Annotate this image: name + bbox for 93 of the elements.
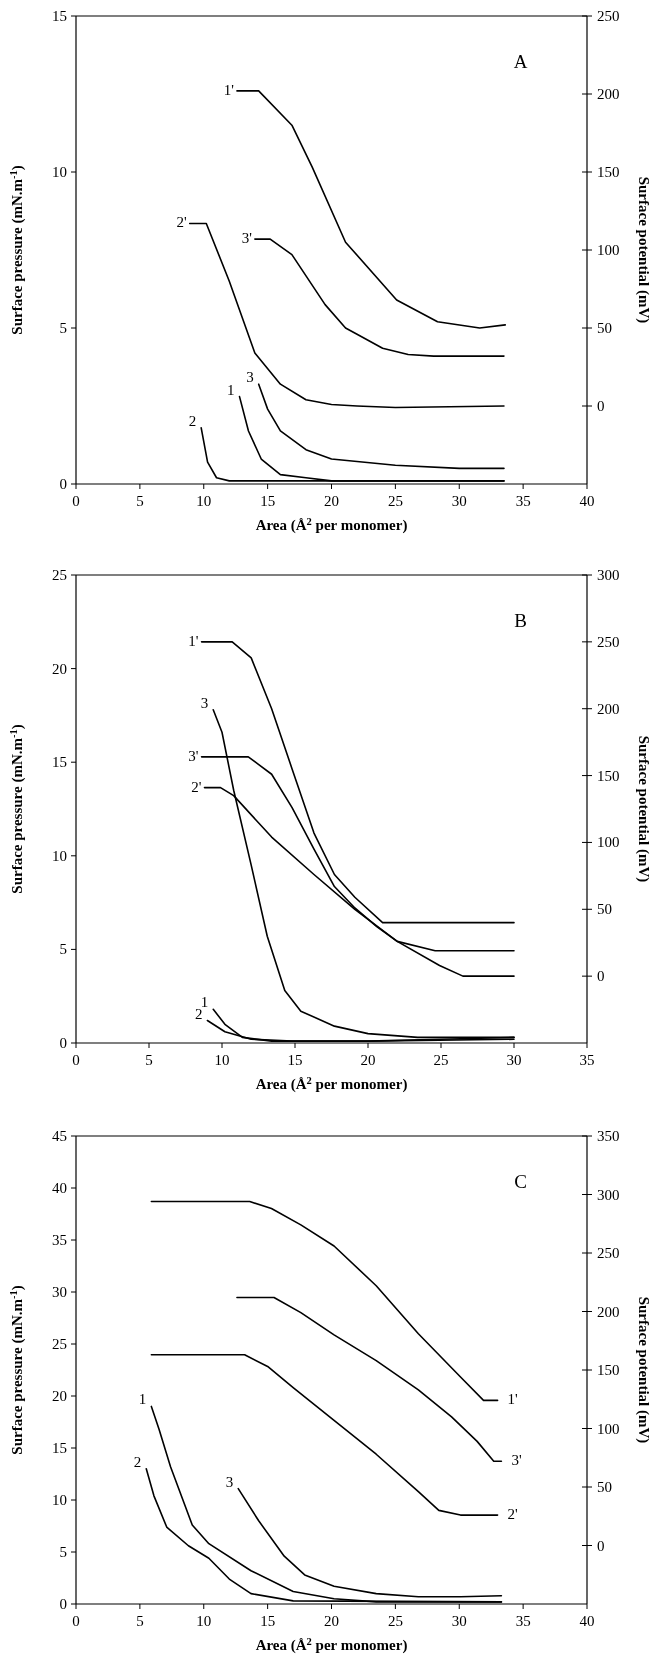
series-label: 1	[227, 381, 235, 398]
series-label: 3'	[188, 747, 199, 764]
series-label: 2'	[507, 1506, 519, 1523]
series-label: 3'	[241, 230, 253, 247]
series-label: 1	[138, 1391, 147, 1408]
y-tick-label: 25	[52, 1336, 67, 1352]
x-tick-label: 10	[214, 1052, 230, 1068]
series-label: 1'	[188, 632, 199, 649]
y2-tick-label: 100	[597, 834, 620, 851]
y2-tick-label: 200	[597, 1303, 620, 1320]
x-tick-label: 30	[451, 1613, 467, 1629]
series-label: 2'	[176, 214, 187, 231]
y2-tick-label: 0	[597, 968, 605, 985]
y2-tick-label: 150	[597, 1362, 620, 1378]
y-tick-label: 0	[59, 1035, 67, 1051]
y-tick-label: 25	[52, 567, 67, 583]
text: B	[514, 610, 527, 631]
y-tick-label: 15	[52, 1440, 67, 1456]
y2-axis-title: Surface potential (mV)	[635, 735, 652, 883]
x-axis-title: Area (Å$^{2}$ per monomer)	[255, 1074, 408, 1093]
x-tick-label: 5	[136, 493, 144, 509]
series-label: 3	[225, 1473, 234, 1490]
y2-tick-label: 50	[597, 320, 612, 336]
y-tick-label: 15	[52, 8, 67, 24]
y2-tick-label: 50	[597, 1479, 612, 1495]
y2-tick-label: 50	[597, 901, 612, 918]
x-tick-label: 35	[579, 1052, 595, 1068]
x-tick-label: 15	[260, 1613, 276, 1629]
series-label: 1'	[507, 1391, 519, 1408]
y-tick-label: 20	[52, 660, 67, 677]
x-tick-label: 0	[72, 1613, 80, 1629]
y2-tick-label: 250	[597, 1245, 620, 1261]
x-tick-label: 5	[136, 1613, 144, 1629]
y2-tick-label: 300	[597, 1186, 620, 1203]
y2-tick-label: 350	[597, 1128, 620, 1144]
x-tick-label: 5	[145, 1052, 153, 1068]
y2-tick-label: 100	[597, 242, 620, 258]
x-tick-label: 25	[387, 1613, 403, 1629]
x-tick-label: 35	[515, 1613, 531, 1629]
y2-axis-title: Surface potential (mV)	[635, 1296, 652, 1444]
y-tick-label: 5	[59, 941, 67, 958]
y-tick-label: 20	[52, 1388, 67, 1404]
y2-axis-title: Surface potential (mV)	[635, 176, 652, 324]
y-tick-label: 0	[59, 1596, 67, 1612]
y-tick-label: 15	[52, 754, 67, 771]
y-tick-label: 10	[52, 1492, 67, 1508]
x-tick-label: 40	[579, 1613, 595, 1629]
x-tick-label: 30	[451, 493, 467, 509]
x-tick-label: 20	[324, 1613, 339, 1629]
series-label: 2	[188, 412, 197, 429]
y2-tick-label: 250	[597, 8, 620, 24]
x-tick-label: 30	[506, 1052, 522, 1068]
y2-tick-label: 250	[597, 633, 620, 650]
y-tick-label: 0	[59, 476, 67, 492]
y2-tick-label: 200	[597, 700, 620, 717]
series-label: 2	[194, 1005, 203, 1022]
y2-tick-label: 300	[597, 567, 620, 583]
x-tick-label: 25	[387, 493, 403, 509]
x-tick-label: 15	[260, 493, 276, 509]
series-label: 3	[246, 369, 254, 386]
y-tick-label: 5	[59, 320, 67, 336]
y-tick-label: 35	[52, 1232, 67, 1248]
y-tick-label: 10	[52, 164, 67, 180]
y2-tick-label: 150	[597, 164, 620, 180]
x-tick-label: 10	[196, 493, 212, 509]
y2-tick-label: 0	[597, 1537, 605, 1554]
series-label: 2'	[191, 778, 202, 795]
y-tick-label: 40	[52, 1180, 67, 1196]
x-tick-label: 0	[72, 493, 80, 509]
x-tick-label: 15	[287, 1052, 303, 1068]
x-tick-label: 25	[433, 1052, 449, 1068]
x-tick-label: 20	[360, 1052, 376, 1068]
x-tick-label: 10	[196, 1613, 212, 1629]
y2-tick-label: 100	[597, 1420, 620, 1437]
x-axis-title: Area (Å$^{2}$ per monomer)	[255, 515, 408, 534]
x-axis-title: Area (Å$^{2}$ per monomer)	[255, 1635, 408, 1654]
y2-tick-label: 150	[597, 767, 620, 784]
y-tick-label: 5	[59, 1544, 67, 1560]
y2-tick-label: 0	[597, 398, 605, 414]
y-tick-label: 10	[52, 847, 67, 864]
y-tick-label: 30	[52, 1284, 67, 1300]
y-tick-label: 45	[52, 1128, 67, 1144]
x-tick-label: 40	[579, 493, 595, 509]
x-tick-label: 20	[324, 493, 339, 509]
series-label: 3'	[511, 1452, 522, 1469]
text: A	[513, 51, 528, 72]
x-tick-label: 35	[515, 493, 531, 509]
series-label: 1'	[223, 81, 235, 98]
series-label: 2	[133, 1453, 142, 1470]
text: C	[514, 1171, 527, 1192]
y2-tick-label: 200	[597, 86, 620, 102]
x-tick-label: 0	[72, 1052, 80, 1068]
series-label: 3	[200, 694, 209, 711]
